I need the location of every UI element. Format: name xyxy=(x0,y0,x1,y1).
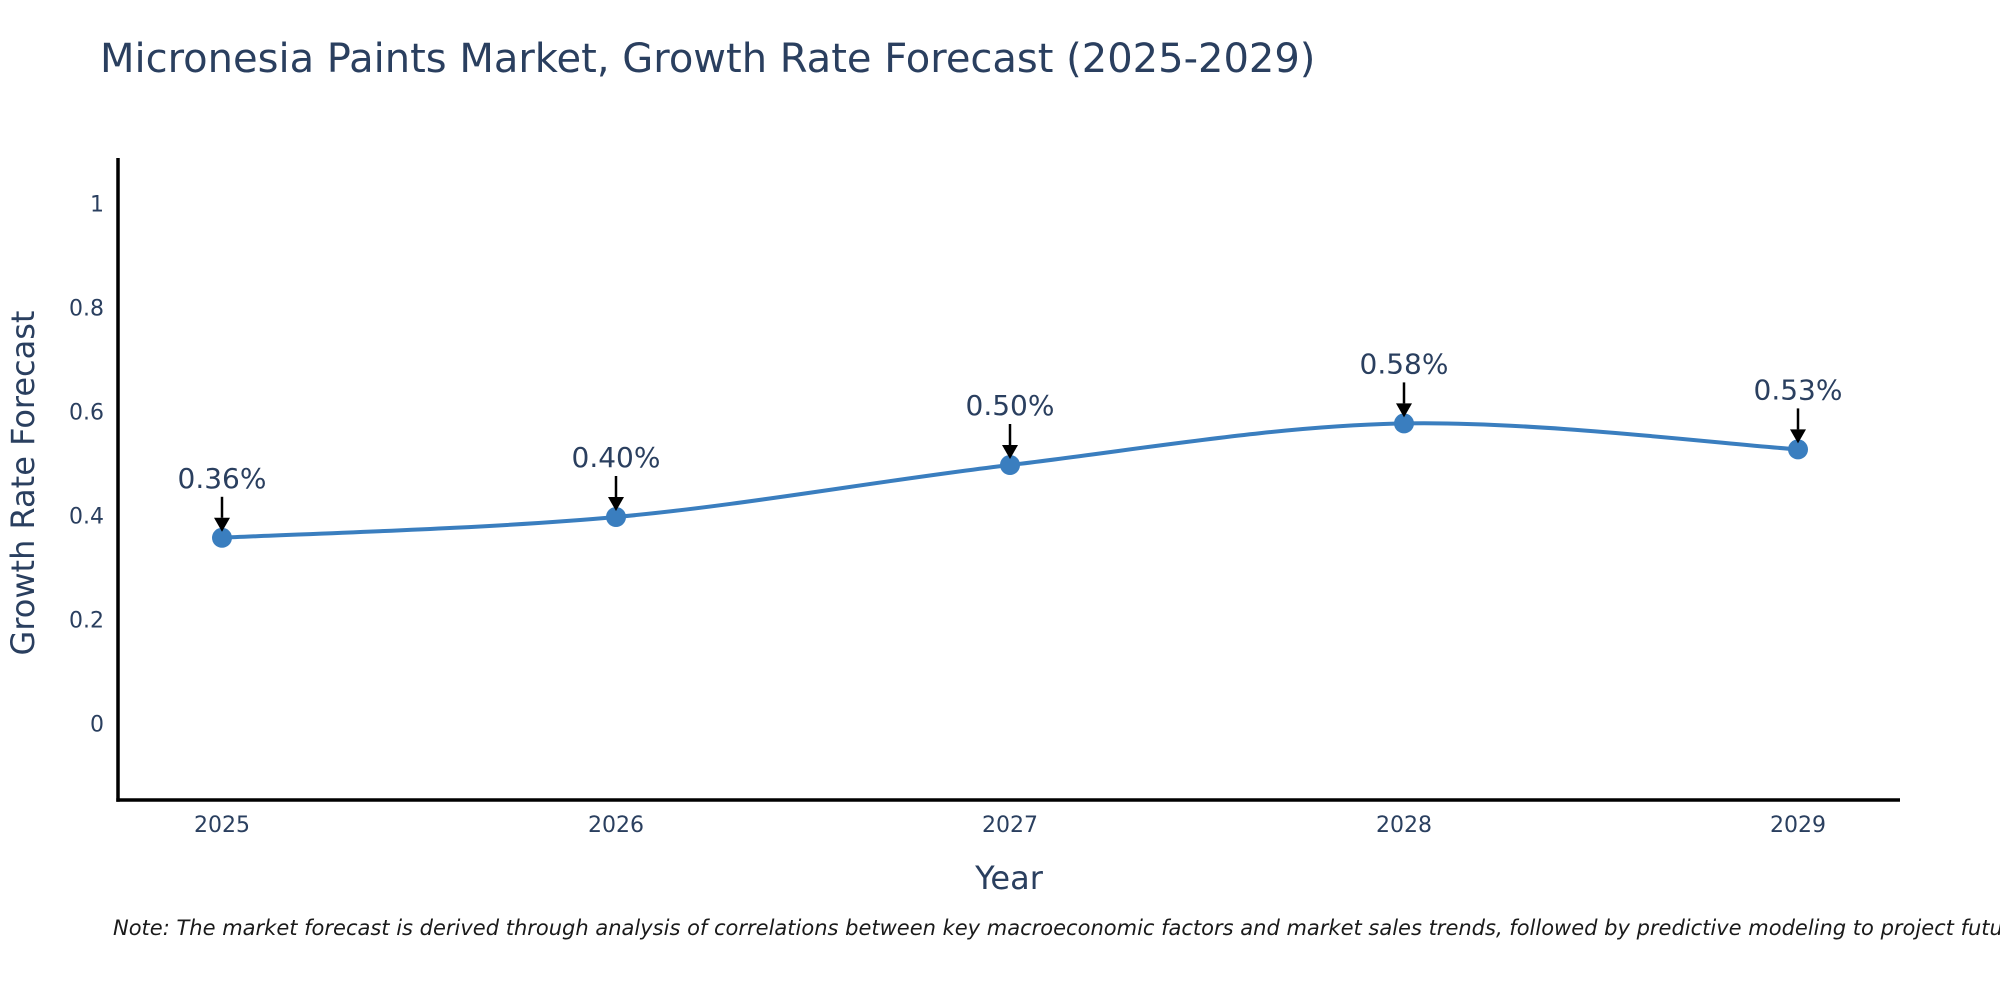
data-point-2027[interactable] xyxy=(1000,455,1020,475)
series-layer: 1 0.8 0.6 0.4 0.2 0 2025 2026 2027 2028 2029 0.36% 0… xyxy=(69,193,1842,839)
data-point-2029[interactable] xyxy=(1788,439,1808,460)
chart-title: Micronesia Paints Market, Growth Rate Fo… xyxy=(100,36,1316,82)
data-point-2028[interactable] xyxy=(1394,413,1414,434)
footnote: Note: The market forecast is derived thr… xyxy=(113,916,2000,940)
x-tick-label: 2026 xyxy=(588,813,644,838)
x-axis-title: Year xyxy=(974,859,1044,897)
y-tick-label: 0.6 xyxy=(69,401,104,426)
y-tick-label: 1 xyxy=(90,193,104,218)
annotation-label: 0.36% xyxy=(178,462,267,495)
y-tick-label: 0.4 xyxy=(69,505,104,530)
annotation-label: 0.53% xyxy=(1754,373,1843,406)
x-tick-label: 2029 xyxy=(1770,813,1826,838)
annotation-arrowhead xyxy=(1002,445,1018,459)
annotation-label: 0.50% xyxy=(966,389,1055,422)
x-tick-label: 2025 xyxy=(194,813,250,838)
annotation-arrowhead xyxy=(214,517,230,532)
data-point-2026[interactable] xyxy=(606,507,626,527)
annotation-arrowhead xyxy=(608,497,624,511)
annotation-arrowhead xyxy=(1790,429,1806,444)
y-tick-label: 0.8 xyxy=(69,297,104,322)
annotation-arrowhead xyxy=(1396,403,1412,418)
y-axis-title: Growth Rate Forecast xyxy=(4,311,42,656)
data-point-2025[interactable] xyxy=(212,527,232,548)
y-tick-label: 0 xyxy=(90,713,104,738)
annotation-label: 0.40% xyxy=(572,441,661,474)
x-tick-label: 2028 xyxy=(1376,813,1432,838)
y-tick-label: 0.2 xyxy=(69,609,104,634)
annotation-label: 0.58% xyxy=(1360,347,1449,380)
x-tick-label: 2027 xyxy=(982,813,1038,838)
